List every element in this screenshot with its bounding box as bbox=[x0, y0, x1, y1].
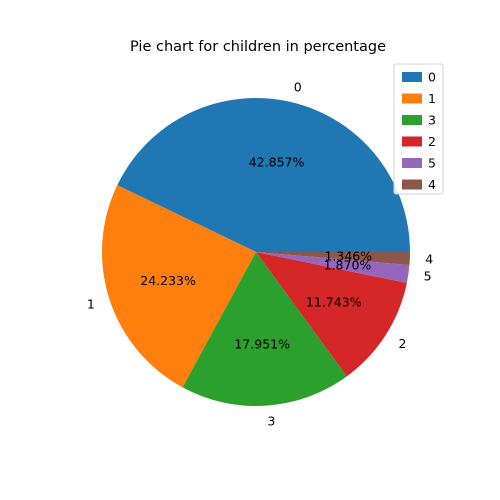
legend-swatch bbox=[402, 72, 422, 82]
pie-slices bbox=[102, 98, 410, 406]
slice-percent-label: 42.857% bbox=[249, 154, 305, 169]
legend-label: 4 bbox=[428, 177, 436, 192]
legend-label: 0 bbox=[428, 70, 436, 85]
pie-slice-4 bbox=[256, 252, 410, 266]
pie-slice-5 bbox=[256, 252, 410, 283]
legend-label: 3 bbox=[428, 113, 436, 128]
legend-swatch bbox=[402, 115, 422, 125]
pie-slice-1 bbox=[102, 185, 257, 388]
legend-swatch bbox=[402, 136, 422, 147]
chart-title: Pie chart for children in percentage bbox=[130, 39, 386, 55]
legend-swatch bbox=[402, 179, 422, 190]
slice-percent-label: 17.951% bbox=[234, 337, 290, 352]
slice-category-label: 0 bbox=[294, 79, 302, 94]
legend-swatch bbox=[402, 93, 422, 104]
pie-slice-0 bbox=[117, 98, 410, 253]
slice-percent-label: 24.233% bbox=[140, 273, 196, 288]
slice-category-label: 1 bbox=[87, 297, 95, 312]
pie-slice-2 bbox=[256, 252, 407, 377]
legend-swatch bbox=[402, 158, 422, 168]
slice-category-label: 2 bbox=[399, 336, 407, 351]
slice-percent-label: 1.346% bbox=[324, 248, 372, 263]
legend-label: 1 bbox=[428, 91, 436, 106]
pie-slice-3 bbox=[182, 252, 347, 406]
slice-percent-label: 1.870% bbox=[324, 258, 372, 273]
legend-label: 5 bbox=[428, 156, 436, 171]
slice-percent-label: 11.743% bbox=[306, 294, 362, 309]
slice-category-label: 4 bbox=[425, 252, 433, 267]
legend-label: 2 bbox=[428, 134, 436, 149]
pie-labels: 0 42.857% 1 24.233% 3 17.951% 2 11.743% 5 1.870% 4… bbox=[87, 79, 433, 428]
slice-category-label: 3 bbox=[267, 414, 275, 429]
slice-category-label: 5 bbox=[424, 269, 432, 284]
legend: 0 1 3 2 5 4 bbox=[393, 63, 444, 195]
